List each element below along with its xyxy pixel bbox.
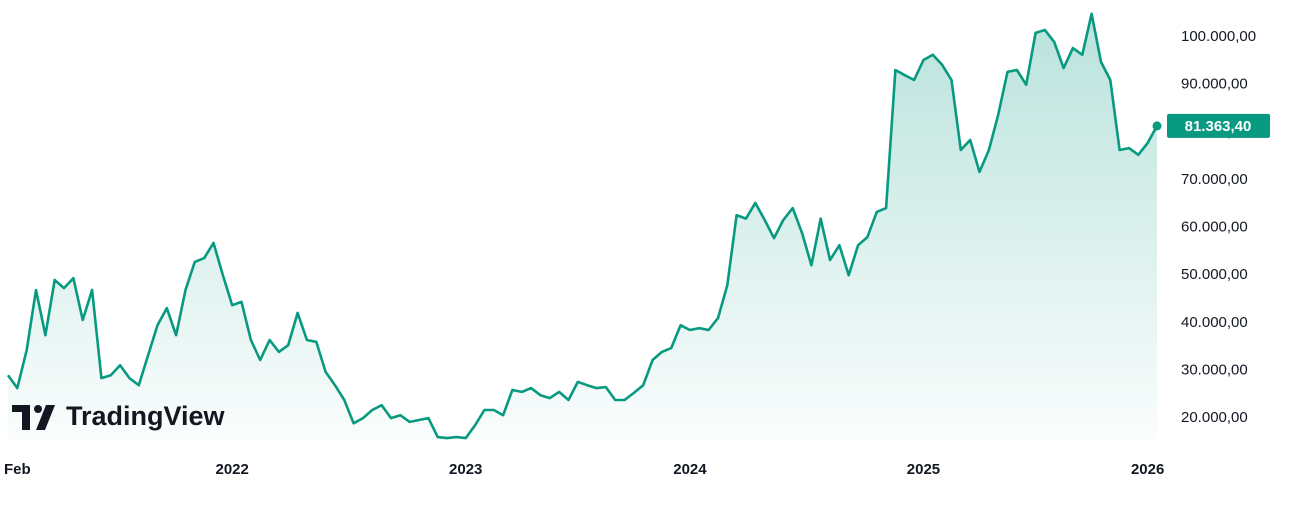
y-tick-label: 60.000,00 [1181, 219, 1248, 236]
y-tick-label: 70.000,00 [1181, 171, 1248, 188]
area [8, 13, 1157, 441]
x-tick-label: 2022 [216, 461, 249, 478]
watermark: TradingView [66, 401, 226, 431]
x-tick-label: 2023 [449, 461, 482, 478]
plot-area [6, 12, 1159, 441]
x-tick-label: 2024 [673, 461, 707, 478]
watermark-logo: TradingView [12, 401, 226, 431]
x-tick-label: Feb [4, 461, 31, 478]
y-tick-label: 90.000,00 [1181, 76, 1248, 93]
logo-icon [34, 405, 42, 413]
logo-icon [12, 405, 30, 430]
y-tick-label: 100.000,00 [1181, 28, 1256, 45]
line [6, 12, 1159, 440]
y-tick-label: 20.000,00 [1181, 409, 1248, 426]
last-value-badge [1167, 113, 1270, 138]
logo-icon [36, 405, 55, 430]
x-tick-label: 2025 [907, 461, 940, 478]
y-tick-label: 50.000,00 [1181, 266, 1248, 283]
y-tick-label: 30.000,00 [1181, 361, 1248, 378]
y-tick-label: 40.000,00 [1181, 314, 1248, 331]
x-tick-label: 2026 [1131, 461, 1164, 478]
last-value-label: 81.363,40 [1185, 118, 1252, 135]
last-point [1152, 121, 1162, 131]
